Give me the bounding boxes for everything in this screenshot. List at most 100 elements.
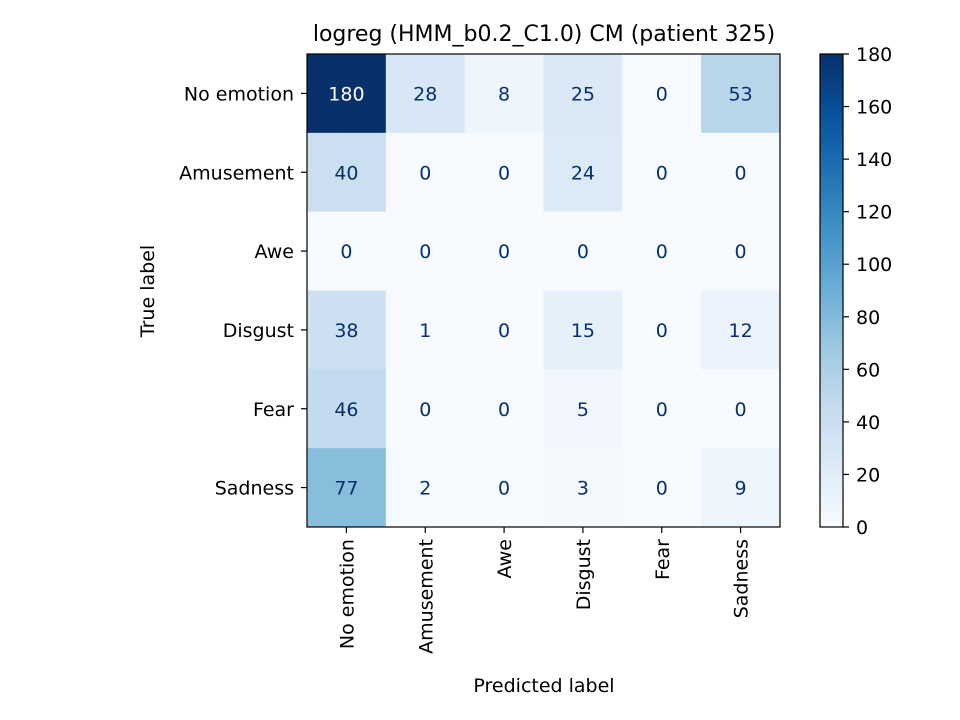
- cell-value-label: 9: [735, 478, 747, 500]
- heatmap-cell: [543, 290, 623, 370]
- cell-value-label: 40: [334, 162, 358, 184]
- cell-value-label: 1: [419, 320, 431, 342]
- heatmap-cell: [464, 369, 544, 449]
- plot-frame: [306, 53, 781, 528]
- heatmap-cell: [307, 448, 387, 528]
- heatmap-cell: [464, 211, 544, 291]
- colorbar-tick-label: 20: [856, 464, 880, 486]
- x-tick-label: Amusement: [415, 539, 437, 654]
- cell-value-label: 0: [656, 399, 668, 421]
- cell-value-label: 0: [577, 241, 589, 263]
- heatmap-cell: [307, 54, 387, 134]
- cell-value-label: 38: [334, 320, 358, 342]
- x-tick-label: Disgust: [573, 539, 595, 610]
- y-axis-label: True label: [137, 245, 159, 338]
- y-tick-label: No emotion: [184, 83, 294, 105]
- cell-value-label: 0: [656, 83, 668, 105]
- cell-value-label: 77: [334, 478, 358, 500]
- y-axis-ticks: No emotion Amusement Awe Disgust Fear Sadness: [179, 83, 307, 500]
- colorbar-tick-label: 60: [856, 359, 880, 381]
- cell-value-label: 0: [419, 162, 431, 184]
- cell-value-label: 8: [498, 83, 510, 105]
- heatmap-cell: [464, 54, 544, 134]
- heatmap-cell: [385, 54, 466, 134]
- heatmap-cell: [701, 54, 781, 134]
- cell-value-label: 0: [498, 478, 510, 500]
- heatmap-cell: [543, 132, 623, 213]
- x-tick-label: Fear: [652, 539, 674, 580]
- cell-value-label: 0: [656, 478, 668, 500]
- cell-value-label: 15: [571, 320, 595, 342]
- heatmap-cell: [307, 211, 387, 291]
- x-axis-ticks: No emotion Amusement Awe Disgust Fear Sadness: [336, 527, 753, 654]
- y-tick-label: Fear: [253, 399, 294, 421]
- chart-title: logreg (HMM_b0.2_C1.0) CM (patient 325): [313, 22, 775, 47]
- y-tick-label: Disgust: [223, 320, 294, 342]
- colorbar-tick-label: 140: [856, 149, 892, 171]
- colorbar-ticks: 0 20 40 60 80 100 120 140 160 180: [843, 44, 892, 539]
- heatmap-cell: [701, 290, 781, 370]
- heatmap-cell: [622, 211, 702, 291]
- cell-value-label: 0: [419, 241, 431, 263]
- heatmap-cell-labels: 180 28 8 25 0 53 40 0 0 24 0 0 0 0 0 0 0 0 38 1 0 15 0 12 46 0 0 5 0…: [328, 83, 752, 499]
- colorbar-frame: [819, 53, 844, 528]
- heatmap-cell: [307, 369, 387, 449]
- heatmap-cell: [464, 290, 544, 370]
- colorbar-tick-label: 0: [856, 517, 868, 539]
- y-tick-label: Sadness: [215, 478, 294, 500]
- cell-value-label: 0: [498, 399, 510, 421]
- x-tick-label: Sadness: [731, 539, 753, 618]
- heatmap-cell: [701, 369, 781, 449]
- heatmap-cell: [543, 54, 623, 134]
- cell-value-label: 0: [340, 241, 352, 263]
- colorbar-tick-label: 100: [856, 254, 892, 276]
- colorbar-tick-label: 180: [856, 44, 892, 66]
- x-tick-label: No emotion: [336, 539, 358, 649]
- heatmap-cell: [622, 132, 702, 213]
- cell-value-label: 53: [728, 83, 752, 105]
- cell-value-label: 0: [656, 162, 668, 184]
- cell-value-label: 180: [328, 83, 364, 105]
- heatmap-cell: [464, 448, 544, 528]
- heatmap-cell: [543, 369, 623, 449]
- cell-value-label: 46: [334, 399, 358, 421]
- colorbar-tick-label: 120: [856, 202, 892, 224]
- heatmap-cell: [622, 54, 702, 134]
- cell-value-label: 28: [413, 83, 437, 105]
- cell-value-label: 0: [498, 320, 510, 342]
- heatmap-cells: [307, 54, 781, 528]
- y-tick-label: Awe: [255, 241, 294, 263]
- heatmap-cell: [307, 290, 387, 370]
- x-axis-label: Predicted label: [473, 675, 614, 697]
- y-tick-label: Amusement: [179, 162, 294, 184]
- colorbar: [820, 54, 843, 527]
- colorbar-tick-label: 40: [856, 412, 880, 434]
- heatmap-cell: [622, 369, 702, 449]
- heatmap-cell: [385, 369, 466, 449]
- heatmap-cell: [385, 211, 466, 291]
- cell-value-label: 0: [735, 241, 747, 263]
- cell-value-label: 24: [571, 162, 595, 184]
- colorbar-tick-label: 160: [856, 97, 892, 119]
- colorbar-tick-label: 80: [856, 307, 880, 329]
- heatmap-cell: [622, 448, 702, 528]
- cell-value-label: 2: [419, 478, 431, 500]
- heatmap-cell: [385, 132, 466, 213]
- cell-value-label: 3: [577, 478, 589, 500]
- cell-value-label: 0: [498, 241, 510, 263]
- cell-value-label: 0: [498, 162, 510, 184]
- cell-value-label: 0: [656, 241, 668, 263]
- cell-value-label: 0: [735, 162, 747, 184]
- heatmap-cell: [307, 132, 387, 213]
- x-tick-label: Awe: [494, 539, 516, 578]
- cell-value-label: 0: [419, 399, 431, 421]
- heatmap-cell: [464, 132, 544, 213]
- heatmap-cell: [701, 132, 781, 213]
- heatmap-cell: [622, 290, 702, 370]
- cell-value-label: 0: [735, 399, 747, 421]
- heatmap-cell: [385, 448, 466, 528]
- cell-value-label: 5: [577, 399, 589, 421]
- heatmap-cell: [701, 211, 781, 291]
- cell-value-label: 25: [571, 83, 595, 105]
